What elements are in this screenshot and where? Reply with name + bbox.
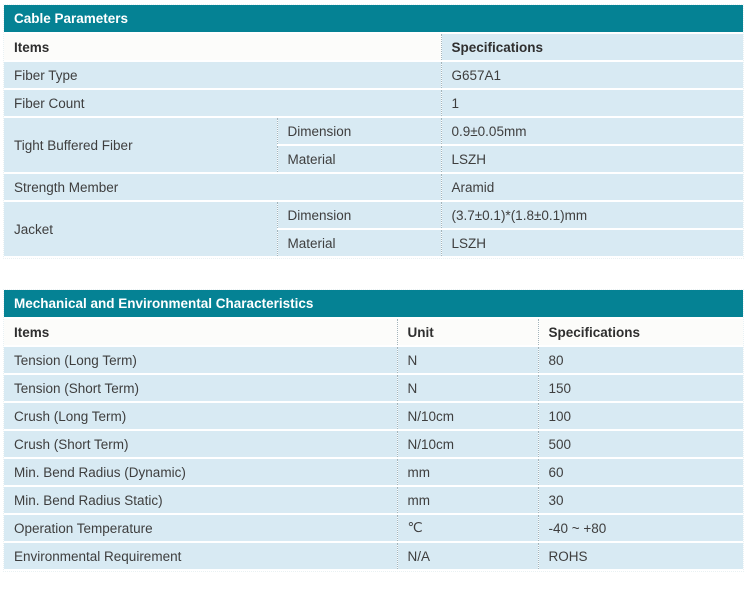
- table-row: Fiber Count 1: [4, 89, 743, 118]
- cable-parameters-title: Cable Parameters: [4, 5, 743, 32]
- unit-cell: ℃: [396, 514, 538, 543]
- table-row: Tension (Short Term) N 150: [4, 374, 743, 403]
- table-row: Material LSZH: [4, 229, 743, 258]
- spec-cell: 1: [440, 89, 743, 118]
- table-row: Material LSZH: [4, 145, 743, 174]
- unit-cell: N: [396, 346, 538, 375]
- item-cell: Tension (Long Term): [4, 346, 397, 375]
- column-header-specifications: Specifications: [440, 32, 743, 62]
- item-cell: Crush (Long Term): [4, 402, 397, 431]
- spec-cell: 150: [537, 374, 743, 403]
- mechanical-environmental-title: Mechanical and Environmental Characteris…: [4, 290, 743, 317]
- cable-parameters-section: Cable Parameters Items Specifications Fi…: [3, 4, 744, 259]
- spec-cell: 30: [537, 486, 743, 515]
- unit-cell: mm: [396, 458, 538, 487]
- table-row: Min. Bend Radius Static) mm 30: [4, 486, 743, 515]
- spec-cell: 0.9±0.05mm: [440, 117, 743, 146]
- table-row: Crush (Short Term) N/10cm 500: [4, 430, 743, 459]
- item-cell: Min. Bend Radius (Dynamic): [4, 458, 397, 487]
- table-row: Environmental Requirement N/A ROHS: [4, 542, 743, 571]
- spec-cell: G657A1: [440, 61, 743, 90]
- table-row: Strength Member Aramid: [4, 173, 743, 202]
- table-row: Crush (Long Term) N/10cm 100: [4, 402, 743, 431]
- item-cell: Jacket: [4, 201, 277, 258]
- column-header-specifications: Specifications: [537, 317, 743, 347]
- spec-cell: (3.7±0.1)*(1.8±0.1)mm: [440, 201, 743, 230]
- table-row: Operation Temperature ℃ -40 ~ +80: [4, 514, 743, 543]
- item-cell: Fiber Type: [4, 61, 441, 90]
- cable-parameters-table: Items Specifications Fiber Type G657A1 F…: [4, 32, 743, 258]
- unit-cell: N/A: [396, 542, 538, 571]
- item-cell: Crush (Short Term): [4, 430, 397, 459]
- item-cell: Min. Bend Radius Static): [4, 486, 397, 515]
- attribute-cell: Material: [276, 229, 441, 258]
- unit-cell: N: [396, 374, 538, 403]
- item-cell: Operation Temperature: [4, 514, 397, 543]
- item-cell: Strength Member: [4, 173, 441, 202]
- spec-cell: Aramid: [440, 173, 743, 202]
- unit-cell: N/10cm: [396, 430, 538, 459]
- item-cell: Environmental Requirement: [4, 542, 397, 571]
- spec-cell: ROHS: [537, 542, 743, 571]
- spec-cell: -40 ~ +80: [537, 514, 743, 543]
- unit-cell: N/10cm: [396, 402, 538, 431]
- spec-cell: 100: [537, 402, 743, 431]
- unit-cell: mm: [396, 486, 538, 515]
- attribute-cell: Dimension: [276, 201, 441, 230]
- column-header-unit: Unit: [396, 317, 538, 347]
- attribute-cell: Material: [276, 145, 441, 174]
- spec-cell: 60: [537, 458, 743, 487]
- table-row: Fiber Type G657A1: [4, 61, 743, 90]
- spec-cell: 80: [537, 346, 743, 375]
- item-cell: Tension (Short Term): [4, 374, 397, 403]
- attribute-cell: Dimension: [276, 117, 441, 146]
- table-row: Min. Bend Radius (Dynamic) mm 60: [4, 458, 743, 487]
- column-header-items: Items: [4, 317, 397, 347]
- item-cell: Fiber Count: [4, 89, 441, 118]
- column-header-row: Items Specifications: [4, 32, 743, 62]
- spec-cell: 500: [537, 430, 743, 459]
- column-header-row: Items Unit Specifications: [4, 317, 743, 347]
- table-row: Tension (Long Term) N 80: [4, 346, 743, 375]
- spec-cell: LSZH: [440, 229, 743, 258]
- column-header-items: Items: [4, 32, 441, 62]
- mechanical-environmental-section: Mechanical and Environmental Characteris…: [3, 289, 744, 572]
- mechanical-environmental-table: Items Unit Specifications Tension (Long …: [4, 317, 743, 571]
- spec-cell: LSZH: [440, 145, 743, 174]
- table-row: Jacket Dimension (3.7±0.1)*(1.8±0.1)mm: [4, 201, 743, 258]
- item-cell: Tight Buffered Fiber: [4, 117, 277, 174]
- table-row: Tight Buffered Fiber Dimension 0.9±0.05m…: [4, 117, 743, 174]
